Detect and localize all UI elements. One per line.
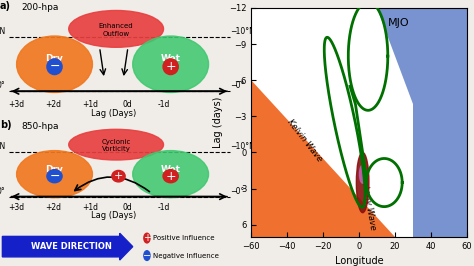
- Text: -1d: -1d: [157, 203, 170, 212]
- Text: +: +: [114, 171, 123, 181]
- Text: Vorticity: Vorticity: [102, 146, 130, 152]
- Text: +: +: [165, 60, 176, 73]
- Text: −: −: [143, 251, 151, 261]
- Text: ─0°: ─0°: [231, 187, 245, 196]
- Ellipse shape: [359, 165, 366, 183]
- Text: +3d: +3d: [9, 203, 25, 212]
- Circle shape: [144, 233, 150, 243]
- Text: Negative Influence: Negative Influence: [153, 253, 219, 259]
- Circle shape: [163, 170, 178, 183]
- X-axis label: Longitude: Longitude: [335, 256, 383, 266]
- Text: ─10°N: ─10°N: [231, 142, 255, 151]
- Text: −: −: [49, 60, 60, 73]
- Ellipse shape: [133, 151, 209, 198]
- Text: Cyclonic: Cyclonic: [101, 139, 131, 145]
- Text: +1d: +1d: [82, 203, 98, 212]
- Y-axis label: Lag (days): Lag (days): [213, 97, 223, 148]
- Text: 0d: 0d: [122, 203, 132, 212]
- Circle shape: [47, 170, 62, 183]
- Text: MJO: MJO: [388, 18, 410, 28]
- Ellipse shape: [69, 129, 164, 160]
- Polygon shape: [251, 80, 395, 237]
- Polygon shape: [377, 8, 467, 237]
- Ellipse shape: [69, 10, 164, 47]
- Ellipse shape: [356, 152, 369, 213]
- Text: Easterly Wave: Easterly Wave: [358, 171, 378, 231]
- Text: Dry: Dry: [46, 165, 64, 174]
- Text: +: +: [165, 170, 176, 183]
- Text: ─0°: ─0°: [231, 81, 245, 90]
- Ellipse shape: [17, 151, 92, 198]
- Text: +3d: +3d: [9, 101, 25, 110]
- Text: 200-hpa: 200-hpa: [21, 3, 59, 12]
- Text: Enhanced: Enhanced: [99, 23, 134, 29]
- Text: 0°: 0°: [0, 187, 6, 196]
- Text: 10°N: 10°N: [0, 142, 6, 151]
- Text: 0d: 0d: [122, 101, 132, 110]
- Text: Wet: Wet: [161, 54, 181, 63]
- Ellipse shape: [17, 36, 92, 93]
- Text: a): a): [0, 1, 11, 11]
- Text: Kelvin Wave: Kelvin Wave: [286, 118, 324, 163]
- Text: Lag (Days): Lag (Days): [91, 210, 137, 219]
- Text: 0°: 0°: [0, 81, 6, 90]
- FancyArrow shape: [2, 233, 133, 260]
- Text: +2d: +2d: [45, 101, 61, 110]
- Text: Lag (Days): Lag (Days): [91, 109, 137, 118]
- Ellipse shape: [133, 36, 209, 93]
- Text: +2d: +2d: [45, 203, 61, 212]
- Circle shape: [163, 59, 178, 74]
- Circle shape: [112, 171, 125, 182]
- Text: -1d: -1d: [157, 101, 170, 110]
- Circle shape: [144, 251, 150, 260]
- Text: +: +: [143, 233, 151, 243]
- Text: 850-hpa: 850-hpa: [21, 122, 59, 131]
- Text: +1d: +1d: [82, 101, 98, 110]
- Text: ─10°N: ─10°N: [231, 27, 255, 36]
- Circle shape: [47, 59, 62, 74]
- Text: −: −: [49, 170, 60, 183]
- Text: Positive Influence: Positive Influence: [153, 235, 214, 241]
- Text: Dry: Dry: [46, 54, 64, 63]
- Text: WAVE DIRECTION: WAVE DIRECTION: [31, 242, 111, 251]
- Text: Outflow: Outflow: [102, 31, 130, 37]
- Text: b): b): [0, 120, 12, 130]
- Text: Wet: Wet: [161, 165, 181, 174]
- Text: 10°N: 10°N: [0, 27, 6, 36]
